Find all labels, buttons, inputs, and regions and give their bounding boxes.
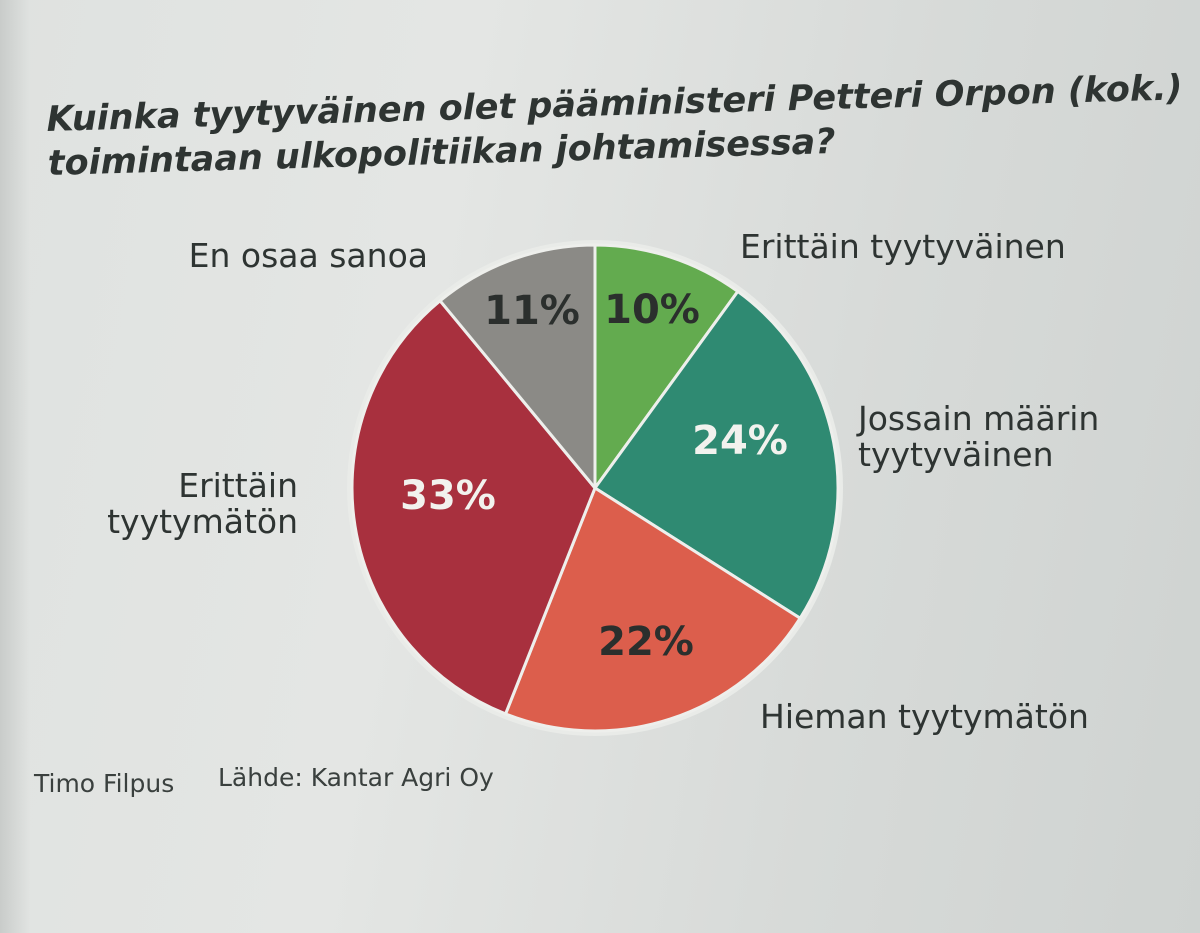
slice-category-label-line: En osaa sanoa [189,236,428,275]
pie-outline [347,240,843,736]
percentage-labels: 10% 24% 22% 33% 11% [400,287,788,665]
slice-category-label: En osaa sanoa [189,236,428,275]
pie-slice [593,289,840,620]
pie-slice [593,243,740,490]
slice-category-label: Jossain määrin tyytyväinen [856,399,1099,474]
slice-category-label: Erittäin tyytyväinen [740,227,1066,266]
slice-value-label: 11% [484,288,580,334]
slice-category-label: Erittäin tyytymätön [107,466,298,541]
slice-category-label-line: tyytymätön [107,502,298,541]
author-credit: Timo Filpus [33,769,174,798]
source-credit: Lähde: Kantar Agri Oy [218,763,494,792]
slice-category-label: Hieman tyytymätön [760,697,1089,736]
slice-category-label-line: Jossain määrin [856,399,1099,438]
slice-category-label-line: Erittäin [178,466,298,505]
pie-slice [438,243,597,490]
slice-value-label: 22% [598,619,694,665]
pie-slices [347,240,843,736]
slice-value-label: 24% [692,418,788,464]
pie-slice [350,299,597,716]
slice-category-label-line: tyytyväinen [858,435,1054,474]
slice-category-label-line: Hieman tyytymätön [760,697,1089,736]
slice-value-label: 33% [400,473,496,519]
page-fold-shadow [0,0,30,933]
pie-slice [504,486,802,733]
slice-category-label-line: Erittäin tyytyväinen [740,227,1066,266]
slice-value-label: 10% [604,287,700,333]
